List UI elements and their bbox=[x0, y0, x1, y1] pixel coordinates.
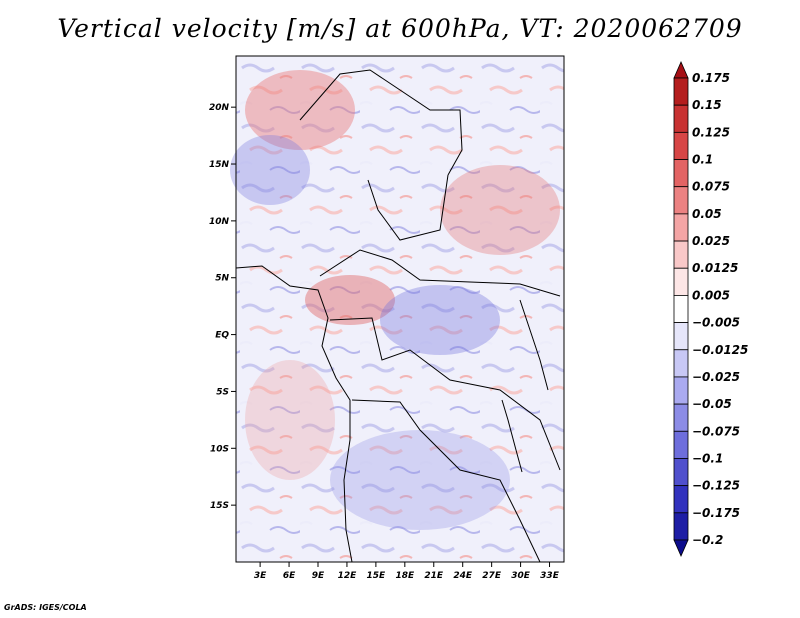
colorbar-label: 0.0125 bbox=[692, 261, 738, 275]
colorbar-bin bbox=[673, 131, 689, 160]
lon-tick-label: 21E bbox=[424, 571, 444, 581]
lon-tick-label: 15E bbox=[367, 571, 387, 581]
colorbar-bin bbox=[673, 485, 689, 514]
border-congo bbox=[329, 317, 561, 471]
colorbar-bin bbox=[673, 430, 689, 459]
colorbar-bin bbox=[673, 349, 689, 378]
colorbar-label: 0.1 bbox=[692, 153, 713, 167]
lat-tick-label: 20N bbox=[209, 103, 230, 113]
lat-tick-label: EQ bbox=[215, 331, 229, 341]
lat-tick-label: 10N bbox=[209, 217, 230, 227]
ocean-positive-patch bbox=[245, 360, 335, 480]
colorbar-bin bbox=[673, 376, 689, 405]
colorbar-label: −0.1 bbox=[692, 451, 723, 465]
lat-tick-label: 15N bbox=[209, 160, 230, 170]
colorbar-bin bbox=[673, 159, 689, 188]
colorbar-label: −0.0125 bbox=[692, 343, 748, 357]
colorbar-label: 0.125 bbox=[692, 125, 730, 139]
colorbar-bin bbox=[673, 104, 689, 133]
border-north bbox=[299, 69, 463, 176]
colorbar-bin bbox=[673, 213, 689, 242]
colorbar-bin bbox=[673, 458, 689, 487]
cameroon-positive-patch bbox=[305, 275, 395, 325]
colorbar-label: −0.075 bbox=[692, 424, 740, 438]
sahara-negative-patch bbox=[230, 135, 310, 205]
colorbar-label: −0.05 bbox=[692, 397, 732, 411]
map-frame bbox=[235, 55, 565, 563]
colorbar-label: 0.05 bbox=[692, 207, 722, 221]
country-borders bbox=[235, 69, 561, 563]
colorbar-label: 0.075 bbox=[692, 180, 730, 194]
colorbar-label: −0.025 bbox=[692, 370, 740, 384]
lon-tick-label: 18E bbox=[395, 571, 415, 581]
border-south bbox=[351, 399, 541, 563]
colorbar-bin bbox=[673, 186, 689, 215]
lat-tick-label: 15S bbox=[210, 501, 229, 511]
grads-credit: GrADS: IGES/COLA bbox=[4, 603, 87, 612]
colorbar-label: −0.005 bbox=[692, 316, 740, 330]
lon-tick-label: 33E bbox=[540, 571, 560, 581]
south-negative-patch bbox=[330, 430, 510, 530]
colorbar-label: 0.15 bbox=[692, 98, 722, 112]
colorbar-bin bbox=[673, 403, 689, 432]
colorbar-bin bbox=[673, 295, 689, 323]
lon-tick-label: 30E bbox=[511, 571, 531, 581]
colorbar-bin bbox=[673, 267, 689, 296]
velocity-field bbox=[236, 56, 564, 562]
colorbar-label: 0.005 bbox=[692, 288, 730, 302]
lat-tick-label: 10S bbox=[210, 444, 229, 454]
colorbar-bin bbox=[673, 77, 689, 106]
colorbar-bin bbox=[673, 322, 689, 351]
colorbar-label: −0.2 bbox=[692, 533, 723, 547]
map-area bbox=[230, 55, 565, 563]
border-central bbox=[319, 249, 561, 297]
sudan-positive-patch bbox=[440, 165, 560, 255]
colorbar-bin bbox=[673, 240, 689, 269]
sahel-positive-patch bbox=[245, 70, 355, 150]
lon-tick-label: 6E bbox=[283, 571, 296, 581]
border-chad bbox=[367, 174, 449, 241]
chart-title: Vertical velocity [m/s] at 600hPa, VT: 2… bbox=[57, 14, 743, 43]
colorbar-label: 0.025 bbox=[692, 234, 730, 248]
lat-tick-label: 5N bbox=[215, 274, 229, 284]
lon-tick-label: 12E bbox=[338, 571, 358, 581]
lat-tick-label: 5S bbox=[216, 387, 229, 397]
lake-outline bbox=[501, 399, 523, 473]
congo-negative-patch bbox=[380, 285, 500, 355]
latitude-axis: 20N 15N 10N 5N EQ 5S 10S 15S bbox=[209, 103, 236, 511]
colorbar-label: −0.125 bbox=[692, 479, 740, 493]
lon-tick-label: 9E bbox=[312, 571, 325, 581]
velocity-anomaly-patches bbox=[230, 70, 560, 530]
lon-tick-label: 27E bbox=[482, 571, 502, 581]
lon-tick-label: 24E bbox=[453, 571, 473, 581]
colorbar: 0.175 0.15 0.125 0.1 0.075 0.05 0.025 0.0125 0.0… bbox=[673, 61, 748, 557]
colorbar-bottom-arrow bbox=[673, 539, 689, 557]
coastline bbox=[235, 265, 353, 563]
lon-tick-label: 3E bbox=[254, 571, 267, 581]
longitude-axis: 3E 6E 9E 12E 15E 18E 21E 24E 27E 30E 33E bbox=[254, 562, 560, 581]
colorbar-bin bbox=[673, 512, 689, 541]
colorbar-top-arrow bbox=[673, 61, 689, 79]
border-east bbox=[519, 299, 549, 391]
colorbar-label: 0.175 bbox=[692, 71, 730, 85]
colorbar-label: −0.175 bbox=[692, 506, 740, 520]
